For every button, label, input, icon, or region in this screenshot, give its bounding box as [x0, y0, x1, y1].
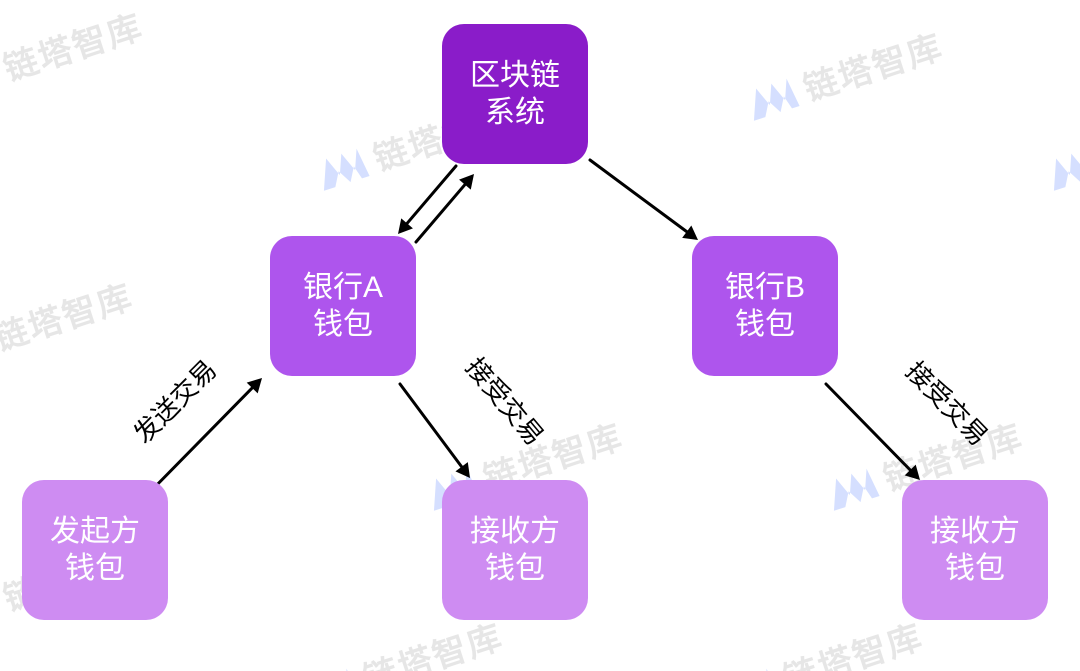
edge-bc_to_bankA	[398, 166, 456, 234]
node-label-line1: 银行A	[303, 269, 383, 307]
node-label-line2: 钱包	[65, 550, 125, 588]
node-label-line1: 接收方	[470, 513, 560, 551]
node-label-line2: 钱包	[313, 306, 373, 344]
node-label-line2: 钱包	[945, 550, 1005, 588]
node-label-line1: 接收方	[930, 513, 1020, 551]
node-label-line2: 钱包	[735, 306, 795, 344]
node-label-line1: 发起方	[50, 513, 140, 551]
node-label-line2: 系统	[485, 94, 545, 132]
node-blockchain: 区块链系统	[442, 24, 588, 164]
node-bankB: 银行B钱包	[692, 236, 838, 376]
edge-bankA_to_bc	[416, 174, 474, 242]
node-label-line1: 银行B	[725, 269, 805, 307]
node-label-line2: 钱包	[485, 550, 545, 588]
node-receiver1: 接收方钱包	[442, 480, 588, 620]
edge-bankA_to_recv1	[400, 384, 470, 478]
node-label-line1: 区块链	[470, 57, 560, 95]
node-bankA: 银行A钱包	[270, 236, 416, 376]
edge-bankB_to_recv2	[826, 384, 920, 480]
diagram-canvas: 链塔智库链塔智库链塔智库链塔智库链塔智库链塔智库链塔智库链塔智库链塔智库链塔智库…	[0, 0, 1080, 671]
node-sender: 发起方钱包	[22, 480, 168, 620]
node-receiver2: 接收方钱包	[902, 480, 1048, 620]
edge-bc_to_bankB	[590, 160, 698, 240]
